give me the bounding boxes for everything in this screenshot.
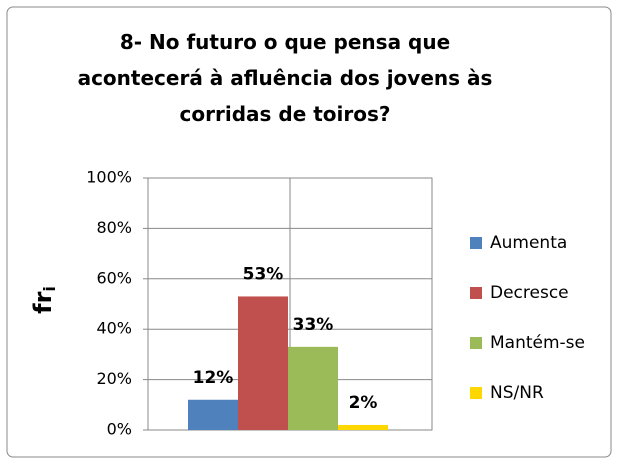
data-label: 53% <box>243 264 284 284</box>
legend-swatch <box>470 337 482 349</box>
y-tick-label: 100% <box>86 168 132 187</box>
legend-swatch <box>470 287 482 299</box>
data-label: 2% <box>349 393 378 413</box>
y-tick-label: 60% <box>96 268 132 287</box>
bar <box>288 346 338 430</box>
legend-label: Mantém-se <box>490 333 585 353</box>
chart-border <box>6 6 612 458</box>
bar <box>188 399 238 430</box>
y-tick-label: 20% <box>96 369 132 388</box>
bar <box>238 296 288 430</box>
legend-label: NS/NR <box>490 383 544 403</box>
legend-swatch <box>470 237 482 249</box>
y-tick-label: 0% <box>107 420 132 439</box>
y-tick-label: 80% <box>96 218 132 237</box>
legend-label: Decresce <box>490 283 569 303</box>
legend-label: Aumenta <box>490 233 567 253</box>
y-axis-label: fri <box>29 286 59 314</box>
legend-swatch <box>470 387 482 399</box>
y-axis-label-subscript: i <box>40 286 59 291</box>
y-axis-label-main: fr <box>29 291 57 313</box>
chart-title: 8- No futuro o que pensa que acontecerá … <box>77 30 493 126</box>
bar <box>338 424 388 430</box>
y-tick-label: 40% <box>96 319 132 338</box>
data-label: 12% <box>193 368 234 388</box>
data-label: 33% <box>293 315 334 335</box>
